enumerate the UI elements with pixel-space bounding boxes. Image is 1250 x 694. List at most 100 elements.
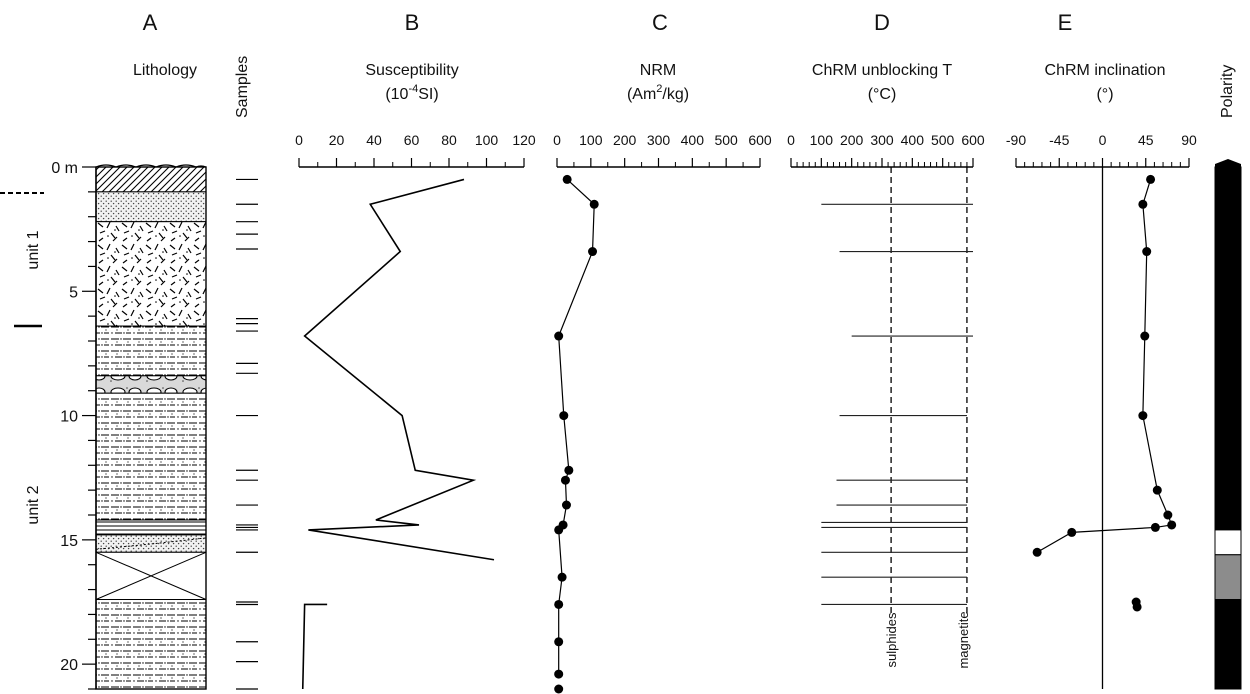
nrm-tick-label: 0 [553,132,561,148]
nrm-units-tail: /kg) [662,86,689,103]
susceptibility-tick-label: 0 [295,132,303,148]
nrm-tick-label: 100 [579,132,603,148]
susceptibility-tick-label: 20 [329,132,345,148]
nrm-line [558,178,595,675]
lithology-layer-silt [95,392,207,521]
susceptibility-tick-label: 120 [512,132,536,148]
polarity-label: Polarity [1219,65,1236,118]
polarity-zone-reversed [1214,529,1242,556]
nrm-point [589,199,599,209]
gap-cross-line [95,551,207,600]
nrm-point [554,637,564,647]
unblocking-tick-label: 100 [810,132,834,148]
inclination-point [1150,522,1160,532]
nrm-point [559,411,569,421]
susceptibility-units-tail: SI) [418,86,438,103]
susceptibility-tick-label: 80 [441,132,457,148]
inclination-tick-label: 45 [1138,132,1154,148]
lithology-column [95,164,207,690]
nrm-point [554,525,564,535]
unblocking-title: ChRM unblocking T [812,62,952,79]
depth-label: 0 m [51,160,78,177]
samples-column [236,178,258,690]
polarity-zone-normal [1214,599,1242,690]
nrm-point [554,331,564,341]
nrm-units: (Am2/kg) [627,83,689,103]
lithology-layer-soil [95,166,207,193]
unblocking-panel: 0 100 200 300 400 500 600 [787,132,985,615]
susceptibility-line [301,603,328,690]
polarity-column [1214,159,1242,690]
unblocking-units: (°C) [868,86,897,103]
unblocking-tick-label: 600 [961,132,985,148]
inclination-tick-label: 0 [1099,132,1107,148]
lithology-layer-gravel-lens [95,375,207,394]
inclination-point [1067,527,1077,537]
unblocking-tick-label: 0 [787,132,795,148]
susceptibility-panel: 0 20 40 60 80 100 120 [295,132,536,690]
inclination-point [1132,602,1142,612]
nrm-tick-label: 300 [647,132,671,148]
nrm-units-base: (Am [627,86,656,103]
inclination-title: ChRM inclination [1045,62,1166,79]
lithology-layer-laminated [95,519,207,536]
unblocking-tick-label: 500 [931,132,955,148]
depth-axis: 0 m 5 10 15 20 [51,160,97,690]
depth-label: 5 [69,284,78,301]
panel-letter-e: E [1058,10,1073,35]
inclination-line [1036,179,1173,553]
inclination-panel: -90 -45 0 45 90 [1006,132,1197,689]
panel-letter-a: A [143,10,158,35]
inclination-tick-label: -45 [1049,132,1069,148]
inclination-units: (°) [1096,86,1113,103]
nrm-point [557,572,567,582]
nrm-title: NRM [640,62,676,79]
susceptibility-units: (10-4SI) [385,83,438,103]
nrm-point [564,465,574,475]
nrm-tick-label: 600 [748,132,772,148]
inclination-point [1142,247,1152,257]
unit-2-label: unit 2 [25,485,42,524]
magnetite-label: magnetite [956,611,971,668]
inclination-point [1138,411,1148,421]
nrm-units-sup: 2 [656,83,662,95]
panel-letter-c: C [652,10,668,35]
inclination-point [1146,174,1156,184]
polarity-zone-undetermined [1214,554,1242,601]
lithology-layer-silt [95,599,207,690]
depth-unit: m [65,160,78,177]
nrm-tick-label: 400 [681,132,705,148]
nrm-point [554,669,564,679]
sulphides-label: sulphides [884,612,899,667]
susceptibility-line [303,178,495,561]
inclination-point [1163,510,1173,520]
samples-label: Samples [234,56,251,118]
nrm-point [560,475,570,485]
susceptibility-title: Susceptibility [365,62,458,79]
susceptibility-tick-label: 100 [475,132,499,148]
polarity-bottom-arrow [1215,683,1241,689]
inclination-point [1152,485,1162,495]
susceptibility-tick-label: 40 [366,132,382,148]
depth-label: 15 [60,533,78,550]
unblocking-tick-label: 300 [870,132,894,148]
panel-letter-b: B [405,10,420,35]
lithology-layer-breccia [95,221,207,327]
inclination-point [1138,199,1148,209]
nrm-point [562,174,572,184]
polarity-top-arrow [1215,159,1241,173]
depth-label-value: 0 [51,160,64,177]
lithology-layer-sand [95,191,207,223]
depth-label: 10 [60,409,78,426]
nrm-panel: 0 100 200 300 400 500 600 [553,132,772,694]
nrm-point [554,684,564,694]
polarity-zone-normal [1214,166,1242,531]
panel-letter-d: D [874,10,890,35]
inclination-point [1140,331,1150,341]
nrm-point [588,247,598,257]
inclination-tick-label: -90 [1006,132,1026,148]
nrm-tick-label: 500 [714,132,738,148]
lithology-layer-silt [95,325,207,377]
depth-label: 20 [60,657,78,674]
nrm-point [561,500,571,510]
